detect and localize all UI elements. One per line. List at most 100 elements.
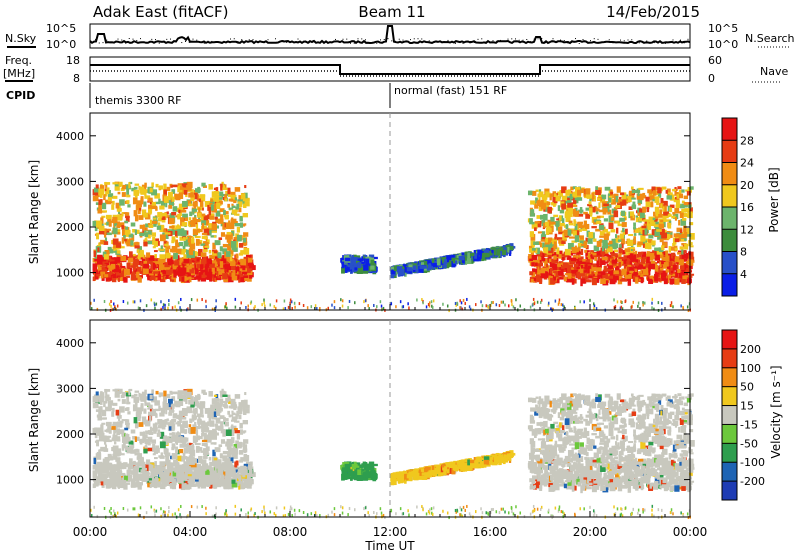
- power-cell: [165, 252, 171, 259]
- power-cell: [585, 207, 591, 211]
- noise-dot: [215, 41, 216, 43]
- freq-left-tick-top: 18: [66, 54, 80, 67]
- power-cell: [123, 235, 126, 241]
- power-cell: [687, 309, 690, 313]
- velocity-cell: [237, 468, 242, 473]
- power-cell: [201, 298, 203, 302]
- power-cell: [230, 191, 236, 198]
- power-cell: [191, 236, 195, 241]
- power-cell: [106, 232, 110, 235]
- noise-dot: [380, 39, 381, 41]
- power-cell: [607, 209, 612, 215]
- power-cell: [578, 213, 584, 217]
- power-cell: [642, 256, 647, 260]
- power-cell: [642, 240, 647, 245]
- power-cell: [168, 217, 175, 225]
- power-cell: [126, 200, 130, 204]
- power-cell: [592, 191, 597, 195]
- power-cell: [652, 252, 655, 260]
- power-cell: [151, 205, 158, 210]
- power-cell: [584, 249, 588, 253]
- noise-dot: [155, 39, 156, 41]
- power-cell: [683, 195, 688, 200]
- power-cell: [151, 272, 157, 276]
- power-cell: [689, 186, 694, 190]
- power-cell: [625, 249, 629, 256]
- power-cell: [615, 243, 619, 249]
- noise-dot: [207, 40, 209, 42]
- power-cell: [538, 259, 541, 264]
- power-cell: [174, 305, 176, 309]
- power-cell: [617, 257, 622, 263]
- power-cell: [134, 242, 140, 246]
- power-cell: [674, 208, 680, 213]
- power-cell: [538, 191, 544, 198]
- power-cell: [649, 262, 656, 269]
- power-cell: [672, 305, 674, 309]
- power-cell: [249, 254, 253, 259]
- power-cell: [592, 302, 595, 306]
- power-cell: [212, 251, 217, 256]
- power-cell: [635, 259, 638, 263]
- velocity-cell: [219, 398, 224, 405]
- power-cell: [105, 191, 108, 197]
- velocity-cell: [199, 401, 206, 404]
- power-cell: [190, 298, 193, 302]
- power-cell: [679, 254, 682, 259]
- power-cell: [584, 266, 589, 273]
- power-cell: [674, 238, 680, 243]
- power-cell: [103, 228, 110, 235]
- power-cell: [606, 256, 610, 263]
- velocity-cell: [210, 442, 217, 445]
- power-cell: [107, 201, 111, 204]
- noise-dot: [522, 39, 524, 41]
- power-cell: [148, 204, 153, 210]
- noise-dot: [578, 42, 580, 44]
- power-cell: [99, 241, 105, 245]
- power-cell: [538, 194, 541, 202]
- power-cell: [589, 298, 591, 302]
- power-cell: [157, 212, 163, 218]
- power-cell: [104, 274, 109, 278]
- power-cell: [652, 190, 657, 196]
- power-cell: [133, 186, 138, 190]
- velocity-cell: [169, 483, 173, 487]
- power-cell: [192, 264, 198, 271]
- power-cell: [176, 242, 180, 248]
- power-cell: [107, 197, 112, 202]
- power-cell: [589, 272, 594, 279]
- power-cell: [659, 267, 664, 271]
- velocity-cell: [105, 483, 111, 488]
- power-cell: [583, 211, 588, 215]
- power-cell: [195, 275, 200, 280]
- power-cell: [134, 229, 137, 236]
- velocity-cell: [247, 479, 253, 486]
- power-cell: [215, 276, 221, 281]
- power-cell: [354, 267, 358, 271]
- power-cell: [433, 262, 437, 268]
- power-cell: [194, 188, 201, 193]
- power-cell: [650, 201, 654, 208]
- power-cell: [242, 197, 249, 202]
- power-cell: [561, 195, 568, 201]
- noise-dot: [623, 40, 625, 42]
- power-cell: [216, 259, 221, 262]
- power-cell: [610, 189, 613, 193]
- power-cell: [215, 187, 219, 194]
- power-cell: [637, 191, 640, 196]
- power-cell: [218, 271, 223, 275]
- power-cell: [357, 267, 363, 274]
- power-cell: [636, 193, 642, 200]
- power-cell: [121, 225, 125, 230]
- power-cell: [144, 182, 147, 188]
- power-cell: [208, 200, 212, 204]
- power-cell: [310, 305, 313, 309]
- power-cell: [595, 307, 598, 311]
- power-cell: [527, 190, 533, 196]
- power-cell: [402, 264, 407, 268]
- power-cell: [659, 263, 665, 268]
- power-cell: [529, 271, 534, 276]
- power-cell: [101, 215, 106, 218]
- power-cell: [212, 242, 216, 250]
